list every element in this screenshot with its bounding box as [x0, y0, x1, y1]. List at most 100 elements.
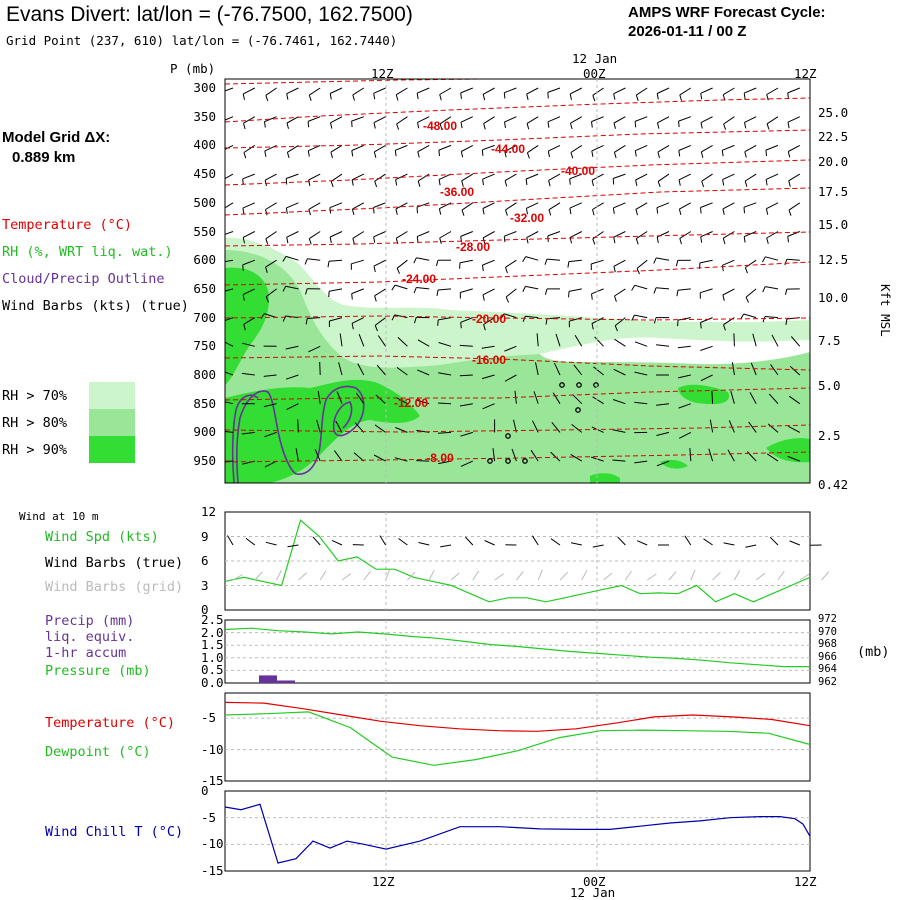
wind-barb-flag — [591, 150, 594, 157]
grid-wind-barb — [363, 570, 371, 581]
wind-barb — [307, 116, 321, 122]
wind-barb-flag — [396, 123, 400, 130]
wind-barb — [330, 144, 343, 153]
wind-barb-flag — [679, 238, 682, 245]
wind-barb — [459, 403, 473, 407]
wind-barb — [613, 116, 626, 124]
precip-marker — [522, 458, 528, 464]
wind-barb — [460, 231, 473, 237]
wind-barb — [352, 231, 365, 239]
wind-barb — [329, 231, 343, 238]
surface-wind-barb — [464, 536, 474, 546]
precip-marker — [593, 382, 599, 388]
wind-barb — [708, 448, 714, 462]
pressure-tick: 962 — [818, 676, 837, 688]
wind-barb-flag — [635, 94, 639, 101]
wind-barb-flag — [525, 178, 528, 185]
wind-barb — [417, 116, 430, 123]
wind-barb-flag — [395, 208, 398, 215]
wind-barb-flag — [330, 151, 333, 159]
wind-barb-flag — [526, 123, 530, 130]
wind-barb-flag — [653, 317, 657, 324]
wind-barb — [527, 144, 539, 154]
surface-wind-barb — [312, 536, 321, 546]
wind-barb-flag — [396, 268, 400, 274]
surface-wind-barb — [265, 541, 277, 546]
surface-wind-barb — [550, 538, 561, 546]
pressure-unit-label: (mb) — [857, 644, 890, 660]
grid-wind-barb — [581, 570, 588, 581]
wind-barb — [286, 116, 299, 124]
wind-barb-flag — [569, 178, 571, 185]
wind-barb — [569, 231, 583, 238]
wind-barb — [373, 202, 386, 208]
isotherm-line — [225, 97, 810, 123]
precip-liq-label: liq. equiv. — [45, 629, 135, 645]
surface-wind-barb — [636, 540, 648, 546]
wind-barb — [460, 317, 473, 323]
wind-barb — [657, 173, 670, 182]
wind-barb — [308, 144, 321, 152]
wind-barb — [678, 144, 691, 151]
wind-barb — [395, 202, 408, 210]
wind-barb-flag — [591, 180, 594, 187]
wind-barb-flag — [373, 93, 376, 100]
top-time-label-3: 12Z — [794, 66, 817, 81]
wind-barb-flag — [222, 210, 224, 216]
wind-barb — [297, 419, 299, 433]
wind-barb-flag — [460, 122, 463, 129]
wind-barb — [225, 173, 234, 180]
wind-barb — [548, 173, 561, 181]
wind-barb — [373, 454, 386, 462]
wind-barb — [614, 317, 626, 326]
wind-barb-flag — [329, 236, 332, 243]
wind-barb — [591, 144, 604, 152]
wind-barb — [699, 259, 713, 264]
wind-barb — [307, 317, 321, 319]
wind-barb — [552, 392, 561, 404]
wind-barb — [591, 288, 604, 295]
wind-barb-flag — [700, 151, 704, 158]
height-tick: 20.0 — [818, 154, 849, 169]
bottom-time-label-1: 12Z — [372, 874, 395, 889]
wind-barb — [264, 431, 277, 438]
wind-barb — [722, 259, 735, 266]
section-plot — [222, 79, 810, 483]
wind-barb — [286, 403, 299, 410]
wind-barb-flag — [437, 319, 439, 326]
wind-barb-flag — [740, 313, 745, 320]
wind-barb-flag — [242, 178, 244, 185]
isotherm-label: -40.00 — [561, 164, 595, 178]
wind-barb — [225, 371, 234, 376]
wind-barb — [744, 144, 757, 153]
wind-barb-flag — [634, 150, 637, 157]
wind-barb — [351, 259, 364, 265]
isotherm-label: -16.00 — [472, 353, 506, 367]
wind-barb-flag — [784, 288, 788, 296]
wind-barb-flag — [787, 92, 789, 99]
wind-barb — [700, 116, 713, 124]
wind-barb — [286, 202, 299, 209]
wind-speed-tick: 12 — [201, 504, 217, 519]
precip-panel — [224, 620, 810, 683]
wind-barb — [352, 87, 365, 96]
wind-barb-flag — [351, 121, 353, 128]
grid-wind-barb — [516, 571, 524, 581]
wind-barb-flag — [636, 268, 640, 275]
wind-barb — [728, 420, 735, 433]
wind-barb — [243, 317, 256, 325]
precip-marker — [505, 458, 511, 464]
top-date-label: 12 Jan — [572, 51, 618, 66]
wind-barb — [536, 333, 539, 347]
isotherm-label: -44.00 — [491, 142, 525, 156]
surface-wind-barb — [723, 542, 735, 546]
wind-barb — [264, 116, 277, 123]
wind-barb — [338, 362, 343, 376]
wind-barb — [700, 87, 713, 94]
wind-barb — [656, 403, 670, 406]
wind-barb — [656, 344, 670, 347]
wind-barb — [351, 144, 364, 151]
wind-barb — [396, 259, 408, 269]
wind-barb-flag — [417, 122, 420, 129]
wind-barb-flag — [613, 237, 616, 244]
